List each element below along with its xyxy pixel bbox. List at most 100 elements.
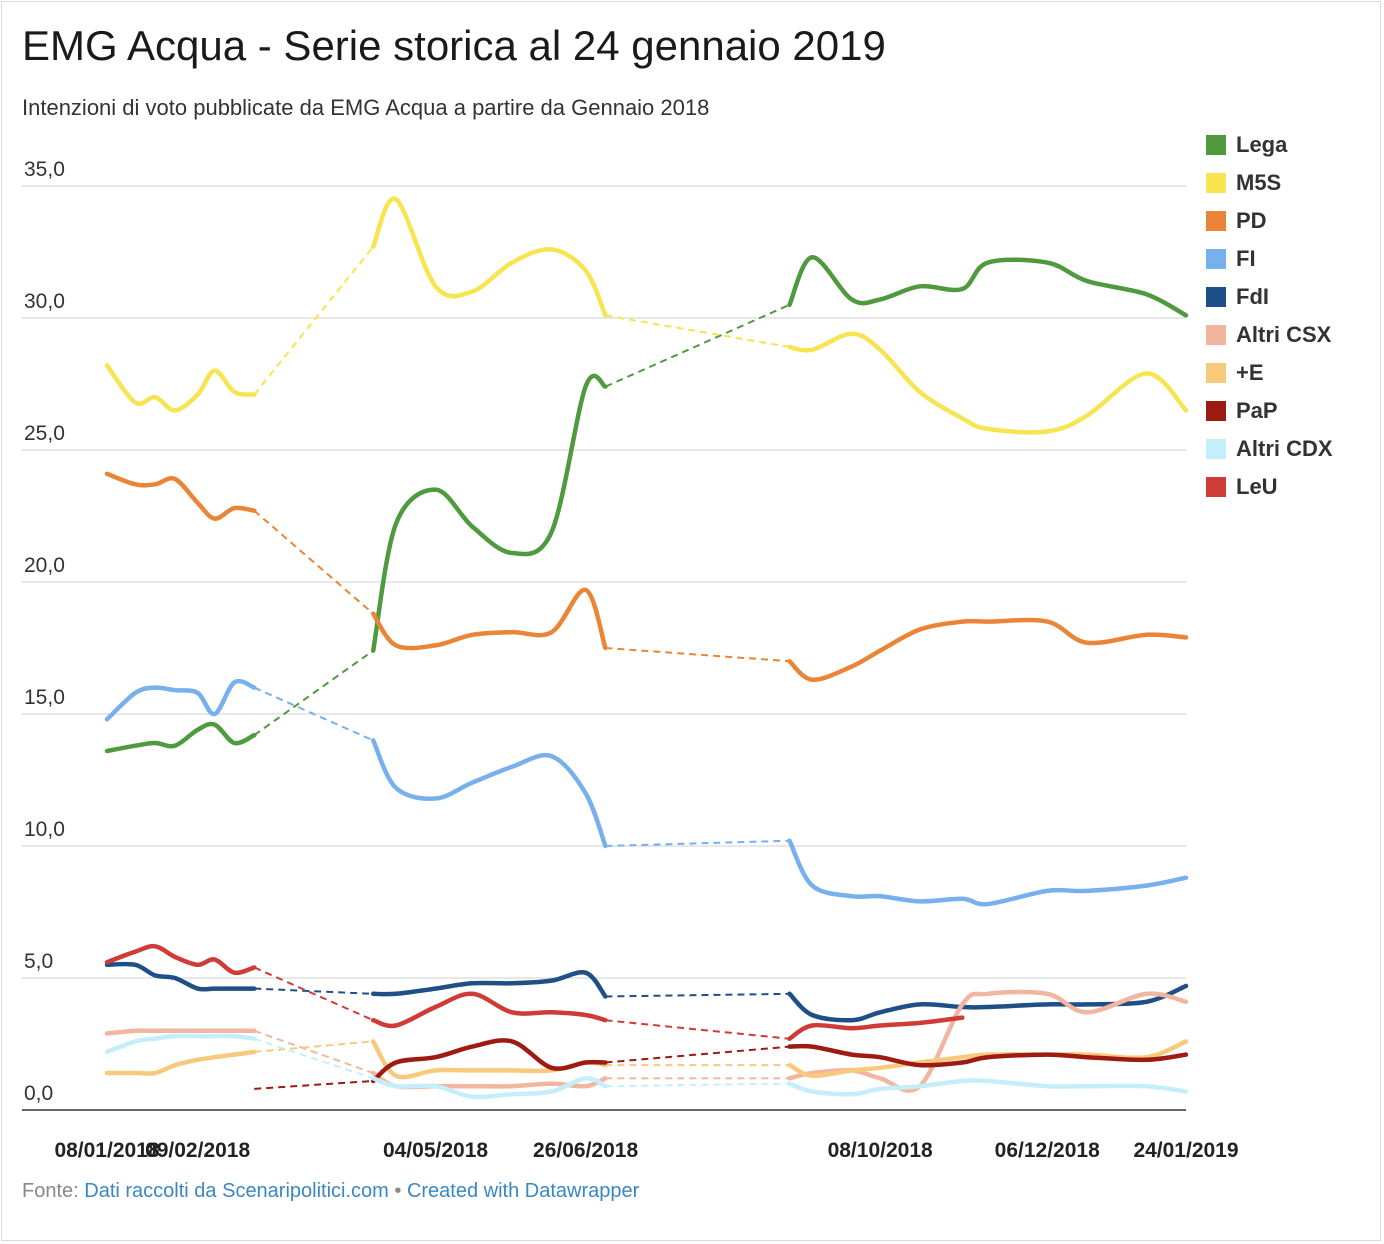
series-gap-connector xyxy=(253,509,374,615)
legend-label: FI xyxy=(1236,246,1256,271)
series-line xyxy=(104,1028,257,1036)
source-link[interactable]: Dati raccolti da Scenaripolitici.com xyxy=(84,1180,389,1202)
series-line xyxy=(787,331,1189,435)
footer: Fonte: Dati raccolti da Scenaripolitici.… xyxy=(22,1180,639,1203)
legend-item-lega: Lega xyxy=(1206,126,1333,164)
legend-label: M5S xyxy=(1236,170,1282,195)
y-tick-label: 0,0 xyxy=(24,1082,53,1105)
legend-item-m5s: M5S xyxy=(1206,164,1333,202)
series-fi xyxy=(104,678,1189,907)
series-line xyxy=(370,1038,608,1084)
datawrapper-credit-link[interactable]: Created with Datawrapper xyxy=(406,1180,640,1202)
legend-swatch xyxy=(1206,401,1226,421)
y-tick-label: 5,0 xyxy=(24,950,53,973)
series-leu xyxy=(104,943,965,1041)
series-pd xyxy=(104,471,1189,682)
series-gap-connector xyxy=(253,1029,374,1074)
legend-item-fdi: FdI xyxy=(1206,278,1333,316)
series-lines xyxy=(104,196,1189,1100)
series-line xyxy=(104,961,257,992)
series-line xyxy=(104,471,257,521)
series-line xyxy=(787,1015,965,1041)
legend-item-pap: PaP xyxy=(1206,392,1333,430)
legend-label: Altri CSX xyxy=(1236,322,1332,347)
series-line xyxy=(104,943,257,976)
series-line xyxy=(104,678,257,722)
legend-label: +E xyxy=(1236,360,1264,385)
legend-item-pd: PD xyxy=(1206,202,1333,240)
y-tick-label: 30,0 xyxy=(24,290,65,313)
series-gap-connector xyxy=(253,649,374,736)
legend-swatch xyxy=(1206,477,1226,497)
series-line xyxy=(370,738,608,849)
legend-swatch xyxy=(1206,249,1226,269)
series-line xyxy=(787,838,1189,907)
legend-swatch xyxy=(1206,439,1226,459)
source-prefix: Fonte: xyxy=(22,1180,85,1202)
series-line xyxy=(104,721,257,754)
series-gap-connector xyxy=(254,1079,374,1090)
x-tick-label: 08/10/2018 xyxy=(828,1139,933,1162)
series-gap-connector xyxy=(605,992,790,998)
series-line xyxy=(104,1033,257,1055)
series-m5s xyxy=(104,196,1189,435)
series-gap-connector xyxy=(253,966,374,1022)
series-gap-connector xyxy=(605,303,790,388)
series-gap-connector xyxy=(253,1037,374,1080)
legend-swatch xyxy=(1206,325,1226,345)
series-gap-connector xyxy=(254,1040,374,1053)
series-altri-cdx xyxy=(104,1033,1189,1100)
y-tick-label: 35,0 xyxy=(24,158,65,181)
series-line xyxy=(787,617,1189,682)
series-line xyxy=(787,255,1189,318)
legend-item-altri-cdx: Altri CDX xyxy=(1206,430,1333,468)
x-tick-label: 09/02/2018 xyxy=(145,1139,250,1162)
legend-swatch xyxy=(1206,211,1226,231)
series-gap-connector xyxy=(253,246,374,396)
series-line xyxy=(787,1043,1189,1068)
series-lega xyxy=(104,255,1189,754)
series-line xyxy=(104,363,257,413)
x-tick-label: 08/01/2018 xyxy=(54,1139,159,1162)
x-tick-label: 24/01/2019 xyxy=(1133,1139,1238,1162)
legend-label: PaP xyxy=(1236,398,1278,423)
y-tick-label: 25,0 xyxy=(24,422,65,445)
legend-item-fi: FI xyxy=(1206,240,1333,278)
legend-label: PD xyxy=(1236,208,1267,233)
series-e xyxy=(104,1039,1189,1080)
series-gap-connector xyxy=(605,647,790,663)
series-line xyxy=(370,373,608,653)
chart-title: EMG Acqua - Serie storica al 24 gennaio … xyxy=(22,22,886,69)
x-tick-label: 06/12/2018 xyxy=(995,1139,1100,1162)
series-line xyxy=(370,196,608,318)
y-tick-label: 10,0 xyxy=(24,818,65,841)
legend-label: LeU xyxy=(1236,474,1278,499)
legend-item-leu: LeU xyxy=(1206,468,1333,506)
legend-swatch xyxy=(1206,135,1226,155)
legend-swatch xyxy=(1206,173,1226,193)
series-line xyxy=(370,991,608,1029)
series-line xyxy=(787,1039,1189,1079)
x-tick-label: 04/05/2018 xyxy=(383,1139,488,1162)
series-pap xyxy=(254,1038,1189,1090)
legend: Lega M5S PD FI FdI Altri CSX +E PaP Altri CDX LeU xyxy=(1206,126,1333,506)
series-gap-connector xyxy=(605,839,790,847)
legend-label: Lega xyxy=(1236,132,1288,157)
series-gap-connector xyxy=(605,1045,790,1064)
y-tick-label: 20,0 xyxy=(24,554,65,577)
legend-label: Altri CDX xyxy=(1236,436,1333,461)
series-gap-connector xyxy=(605,1082,790,1088)
series-gap-connector xyxy=(254,987,374,995)
legend-swatch xyxy=(1206,363,1226,383)
y-tick-label: 15,0 xyxy=(24,686,65,709)
series-line xyxy=(370,1076,608,1100)
series-gap-connector xyxy=(253,686,374,742)
series-line xyxy=(370,587,608,651)
legend-item-altri-csx: Altri CSX xyxy=(1206,316,1333,354)
footer-separator: • xyxy=(388,1180,407,1202)
series-gap-connector xyxy=(605,314,790,349)
series-gap-connector xyxy=(605,1019,790,1040)
